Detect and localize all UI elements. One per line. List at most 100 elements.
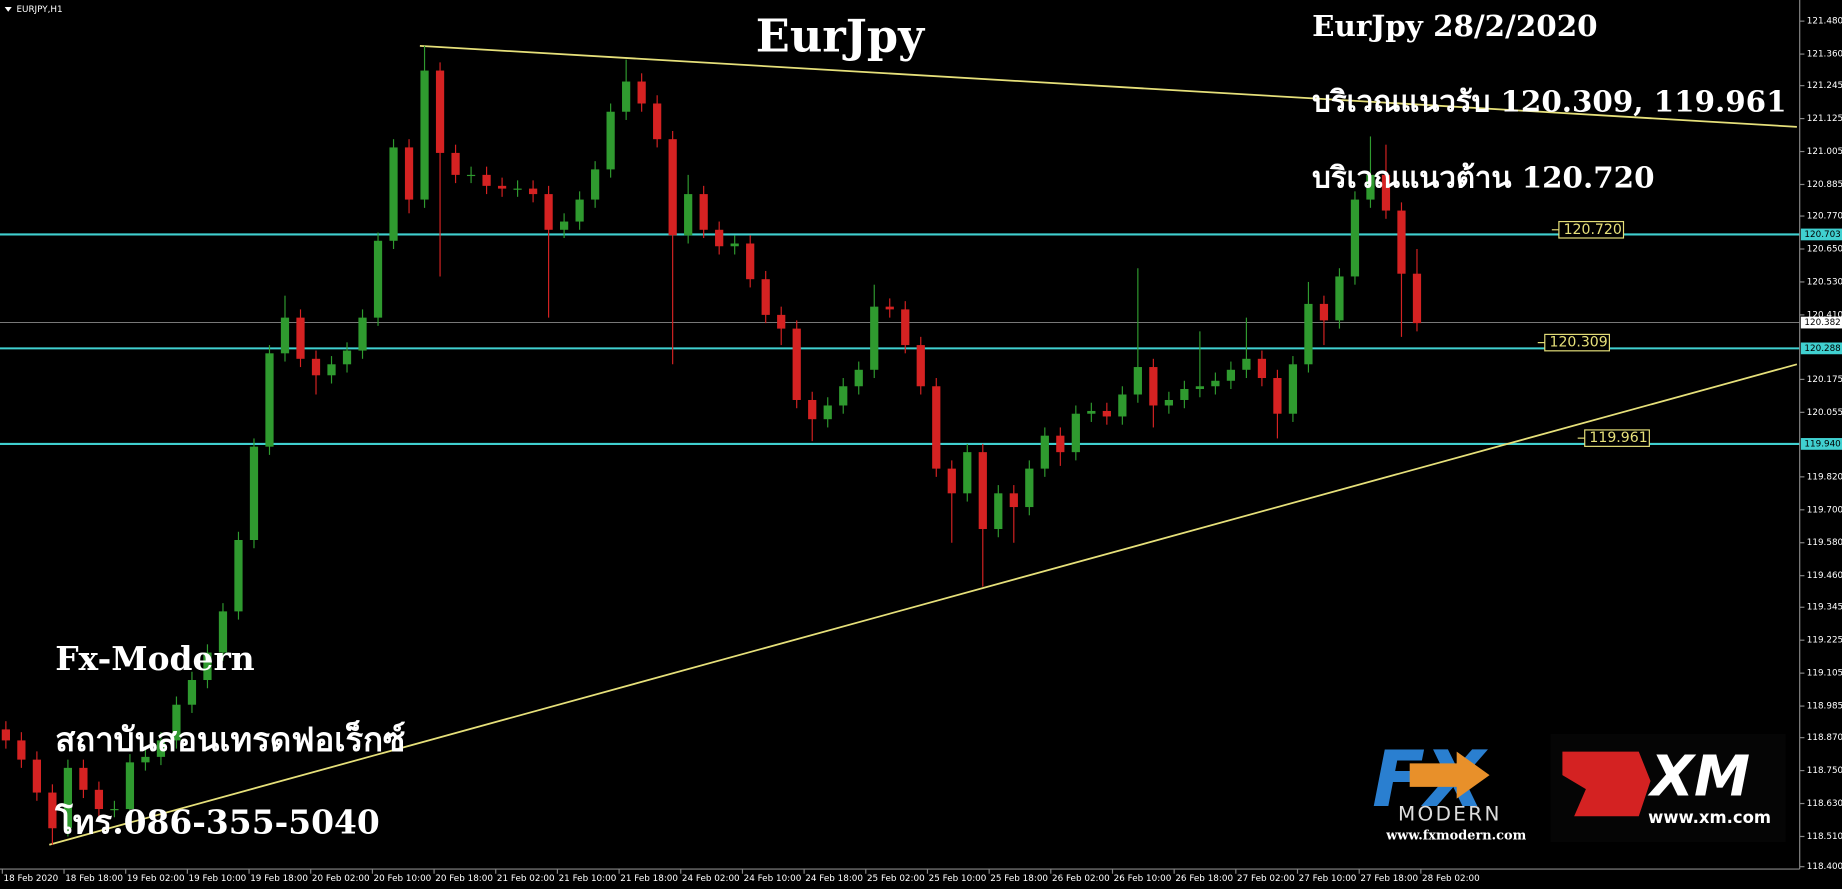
candle-body (17, 740, 26, 760)
x-tick-label: 21 Feb 02:00 (497, 874, 555, 884)
symbol-label: EURJPY,H1 (16, 5, 62, 15)
price-label: 120.703 (1804, 230, 1840, 240)
x-tick-label: 24 Feb 10:00 (744, 874, 802, 884)
candle-body (963, 452, 972, 494)
candle-body (1056, 435, 1065, 453)
x-tick-label: 26 Feb 10:00 (1114, 874, 1172, 884)
candle-body (342, 350, 352, 365)
y-tick-label: 120.650 (1807, 244, 1842, 254)
phone-note: โทร.086-355-5040 (54, 802, 380, 841)
candle-body (839, 386, 848, 406)
candle-body (373, 240, 383, 318)
xm-logo-bull (1562, 751, 1651, 817)
x-tick-label: 21 Feb 18:00 (620, 874, 678, 884)
plot: 120.720 120.309 119.961 (0, 44, 1800, 846)
x-tick-label: 20 Feb 02:00 (312, 874, 370, 884)
y-tick-label: 119.105 (1807, 669, 1842, 679)
candle-body (311, 358, 321, 376)
x-tick-label: 27 Feb 18:00 (1360, 874, 1418, 884)
candle-body (668, 139, 677, 236)
candle-body (218, 611, 228, 653)
candle-body (808, 399, 817, 420)
candle-body (327, 364, 336, 376)
candle-body (1180, 389, 1189, 400)
candle-body (1133, 367, 1142, 395)
x-tick-label: 19 Feb 02:00 (127, 874, 185, 884)
price-label-box (1800, 438, 1842, 450)
candle-body (885, 306, 894, 310)
candle-body (466, 174, 476, 177)
price-label-box (1800, 228, 1842, 241)
x-tick-label: 21 Feb 10:00 (559, 874, 617, 884)
candle-body (606, 111, 615, 170)
candle-body (94, 789, 104, 810)
candle-body (947, 468, 956, 494)
price-label-box (1800, 342, 1842, 355)
candle-body (978, 452, 987, 530)
candle-body (32, 759, 41, 793)
candle-body (1164, 399, 1173, 406)
candle-body (156, 740, 166, 757)
fx-logo-url: www.fxmodern.com (1385, 829, 1526, 844)
candle-body (870, 306, 879, 370)
x-tick-label: 25 Feb 02:00 (867, 874, 925, 884)
trend-line (419, 44, 1797, 128)
candle-body (280, 317, 290, 354)
candle-body (187, 680, 197, 705)
x-tick-label: 27 Feb 02:00 (1237, 874, 1295, 884)
candle-body (1087, 410, 1096, 414)
candle-body (544, 194, 553, 230)
y-tick-label: 119.580 (1807, 538, 1842, 548)
candle-body (172, 704, 181, 741)
candle-body (296, 317, 305, 359)
x-tick-label: 18 Feb 18:00 (65, 874, 123, 884)
x-tick-label: 27 Feb 10:00 (1299, 874, 1357, 884)
candle-body (1335, 276, 1344, 321)
candle-body (404, 147, 414, 200)
x-tick-label: 26 Feb 02:00 (1052, 874, 1110, 884)
date-note: EurJpy 28/2/2020 (1312, 8, 1597, 43)
y-tick-label: 118.750 (1807, 766, 1842, 776)
y-tick-label: 118.630 (1807, 799, 1842, 809)
y-tick-label: 118.400 (1807, 862, 1842, 872)
candle-body (1071, 413, 1080, 453)
chart-title: EurJpy (756, 9, 925, 62)
candle-body (1350, 199, 1360, 277)
candle-body (761, 279, 770, 315)
level-note-box (1584, 429, 1650, 447)
price-label: 120.382 (1804, 318, 1840, 328)
xm-logo-text: XM (1648, 744, 1751, 809)
y-tick-label: 120.055 (1807, 408, 1842, 418)
candle-body (1009, 493, 1018, 508)
price-label: 120.288 (1804, 344, 1840, 354)
candle-body (1397, 210, 1406, 274)
candle-body (110, 809, 119, 811)
x-tick-label: 18 Feb 2020 (4, 874, 59, 884)
x-tick-label: 20 Feb 10:00 (374, 874, 432, 884)
candle-body (1226, 369, 1236, 381)
price-label-box (1800, 316, 1842, 329)
candle-body (560, 221, 569, 230)
candle-body (591, 169, 600, 200)
candle-body (715, 229, 724, 247)
candle-body (854, 369, 863, 387)
y-tick-label: 121.125 (1807, 114, 1842, 124)
y-tick-label: 121.245 (1807, 81, 1842, 91)
candle-body (1319, 303, 1329, 321)
candle-body (249, 446, 259, 540)
y-tick-label: 120.530 (1807, 277, 1842, 287)
candle-body (932, 386, 941, 469)
candle-body (730, 243, 739, 247)
candle-body (482, 174, 491, 186)
y-tick-label: 119.820 (1807, 472, 1842, 482)
candle-body (901, 309, 910, 346)
candle-body (1195, 386, 1204, 390)
y-tick-label: 121.360 (1807, 50, 1842, 60)
candle-body (1381, 174, 1391, 211)
x-tick-label: 20 Feb 18:00 (435, 874, 493, 884)
price-label: 119.940 (1804, 439, 1841, 449)
candle-body (203, 652, 212, 681)
candle-body (79, 767, 88, 790)
